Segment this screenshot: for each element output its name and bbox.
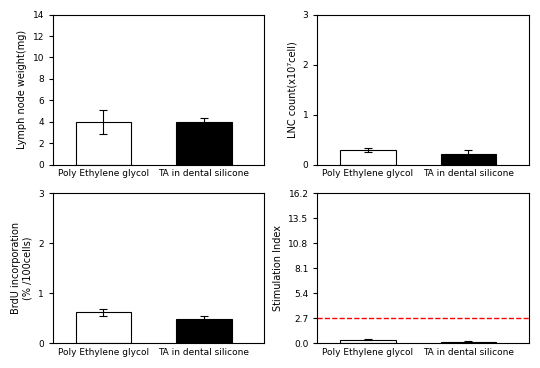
Y-axis label: BrdU incorporation
(% /100cells): BrdU incorporation (% /100cells) [11,222,33,314]
Bar [441,342,496,343]
Y-axis label: Stimulation Index: Stimulation Index [273,225,283,311]
Bar [76,312,131,343]
Bar [441,153,496,164]
Y-axis label: Lymph node weight(mg): Lymph node weight(mg) [17,30,27,149]
Bar [177,319,232,343]
Y-axis label: LNC count(x10⁷cell): LNC count(x10⁷cell) [287,41,297,138]
Bar [340,340,395,343]
Bar [76,122,131,164]
Bar [177,122,232,164]
Bar [340,149,395,164]
